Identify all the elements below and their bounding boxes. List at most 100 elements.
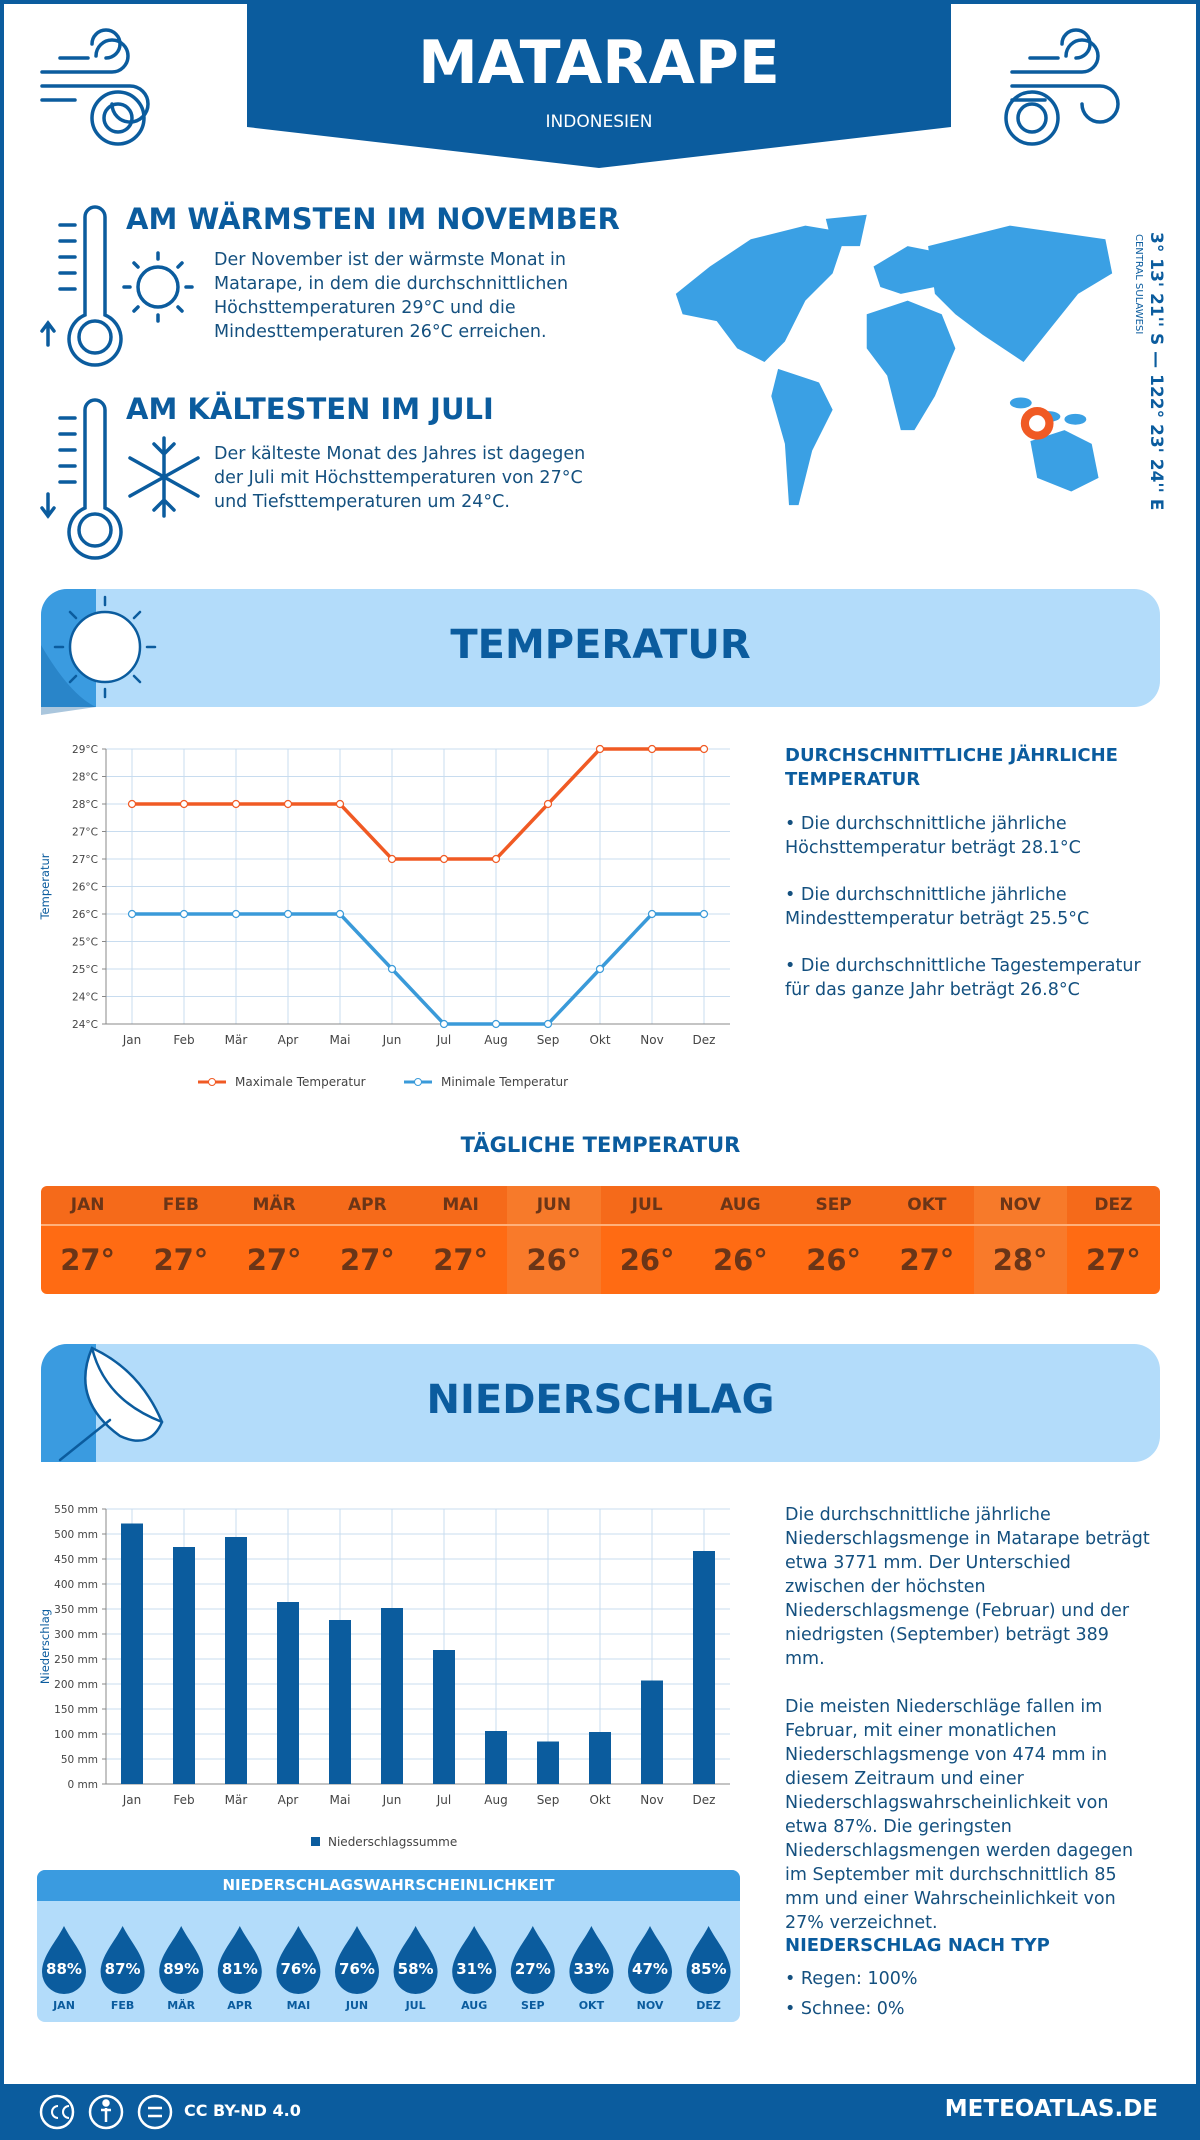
point	[179, 799, 189, 809]
bar	[173, 1547, 195, 1784]
x-tick-label: Aug	[484, 1793, 507, 1807]
point	[439, 1019, 449, 1029]
daily-month: JAN	[70, 1195, 105, 1215]
point	[595, 744, 605, 754]
point	[387, 964, 397, 974]
point	[699, 744, 709, 754]
license: CC BY-ND 4.0	[184, 2101, 301, 2120]
y-tick-label: 300 mm	[54, 1629, 98, 1641]
daily-month: JUN	[507, 1186, 601, 1224]
daily-month: AUG	[720, 1195, 761, 1215]
daily-temperature-strip: JAN FEB MÄR APR MAI JUN JUL AUG SEP OKT NOV DEZ 27°…	[41, 1186, 1160, 1294]
y-tick-label: 450 mm	[54, 1554, 98, 1566]
bar	[537, 1741, 559, 1784]
probability-month: FEB	[111, 1999, 134, 2012]
bar	[485, 1731, 507, 1784]
probability-title: NIEDERSCHLAGSWAHRSCHEINLICHKEIT	[37, 1870, 740, 1901]
probability-value: 81%	[222, 1960, 258, 1978]
probability-month: OKT	[579, 1999, 605, 2012]
daily-value: 26°	[619, 1243, 675, 1277]
probability-month: MÄR	[167, 1998, 195, 2012]
drop	[510, 1926, 555, 1994]
x-tick-label: Mai	[329, 1793, 350, 1807]
x-tick-label: Nov	[640, 1033, 663, 1047]
x-tick-label: Aug	[484, 1033, 507, 1047]
drop	[335, 1926, 379, 1994]
point	[335, 799, 345, 809]
coldest-text: Der kälteste Monat des Jahres ist dagege…	[214, 444, 586, 512]
legend-label: Maximale Temperatur	[235, 1075, 366, 1089]
x-tick-label: Jan	[122, 1793, 142, 1807]
probability-value: 27%	[515, 1960, 551, 1978]
probability-value: 76%	[280, 1960, 316, 1978]
bar	[277, 1602, 299, 1784]
point	[699, 909, 709, 919]
warmest-text: Der November ist der wärmste Monat in Ma…	[214, 250, 569, 342]
y-tick-label: 26°C	[72, 882, 98, 894]
city-title: MATARAPE	[418, 28, 780, 98]
probability-value: 33%	[573, 1960, 609, 1978]
probability-month: AUG	[461, 1999, 487, 2012]
precipitation-type-title: NIEDERSCHLAG NACH TYP	[785, 1935, 1050, 1956]
daily-value: 26°	[806, 1243, 862, 1277]
daily-value: 27°	[1085, 1243, 1141, 1277]
drop	[159, 1926, 204, 1994]
drop	[569, 1926, 614, 1994]
wind-icon-left	[40, 28, 150, 146]
temperature-chart: 24°C 24°C 25°C 25°C 26°C 26°C 27°C 27°C 28°C 28°C…	[38, 744, 730, 1089]
x-tick-label: Feb	[173, 1033, 194, 1047]
y-tick-label: 27°C	[72, 854, 98, 866]
y-tick-label: 25°C	[72, 964, 98, 976]
point	[543, 799, 553, 809]
site-name[interactable]: METEOATLAS.DE	[944, 2096, 1158, 2122]
drop	[217, 1926, 262, 1994]
daily-value: 28°	[973, 1226, 1067, 1294]
temperature-bullet: • Die durchschnittliche jährliche Mindes…	[785, 885, 1090, 929]
daily-value: 27°	[153, 1243, 209, 1277]
x-tick-label: Okt	[589, 1033, 610, 1047]
daily-month: NOV	[973, 1186, 1067, 1224]
x-tick-label: Dez	[693, 1793, 716, 1807]
y-tick-label: 350 mm	[54, 1604, 98, 1616]
drop	[393, 1926, 438, 1994]
x-tick-label: Apr	[278, 1793, 299, 1807]
drop	[100, 1926, 145, 1994]
point	[595, 964, 605, 974]
y-tick-label: 27°C	[72, 827, 98, 839]
y-tick-label: 550 mm	[54, 1504, 98, 1516]
daily-value: 26°	[507, 1226, 601, 1294]
point	[231, 909, 241, 919]
probability-month: APR	[227, 1999, 253, 2012]
legend-marker	[208, 1078, 216, 1086]
climate-icons	[40, 205, 200, 560]
daily-temperature-title: TÄGLICHE TEMPERATUR	[460, 1133, 741, 1157]
point	[179, 909, 189, 919]
probability-drops: 88% JAN 87% FEB 89% MÄR 81% APR 76% MAI 76% JUN 58% J…	[42, 1926, 731, 2012]
temperature-bullet: • Die durchschnittliche Tagestemperatur …	[785, 956, 1141, 1000]
bar	[641, 1680, 663, 1784]
daily-month: OKT	[907, 1195, 947, 1215]
x-tick-label: Feb	[173, 1793, 194, 1807]
country-subtitle: INDONESIEN	[545, 112, 653, 132]
point	[127, 799, 137, 809]
x-tick-label: Dez	[693, 1033, 716, 1047]
probability-value: 76%	[339, 1960, 375, 1978]
line-series	[132, 747, 704, 861]
probability-value: 47%	[632, 1960, 668, 1978]
region: CENTRAL SULAWESI	[1133, 234, 1144, 335]
precipitation-title: NIEDERSCHLAG	[426, 1377, 775, 1423]
x-tick-label: Mär	[225, 1793, 248, 1807]
probability-value: 85%	[691, 1960, 727, 1978]
precipitation-type: • Schnee: 0%	[785, 1999, 905, 2019]
location-marker	[1020, 407, 1054, 440]
point	[283, 909, 293, 919]
daily-month: MAI	[442, 1195, 479, 1215]
y-tick-label: 400 mm	[54, 1579, 98, 1591]
point	[283, 799, 293, 809]
precipitation-paragraph: Die meisten Niederschläge fallen im Febr…	[785, 1697, 1134, 1933]
temperature-banner	[41, 589, 1160, 715]
header-shape	[40, 0, 1120, 168]
footer-bar	[0, 2084, 1200, 2140]
drop	[686, 1926, 731, 1994]
bar	[693, 1551, 715, 1784]
